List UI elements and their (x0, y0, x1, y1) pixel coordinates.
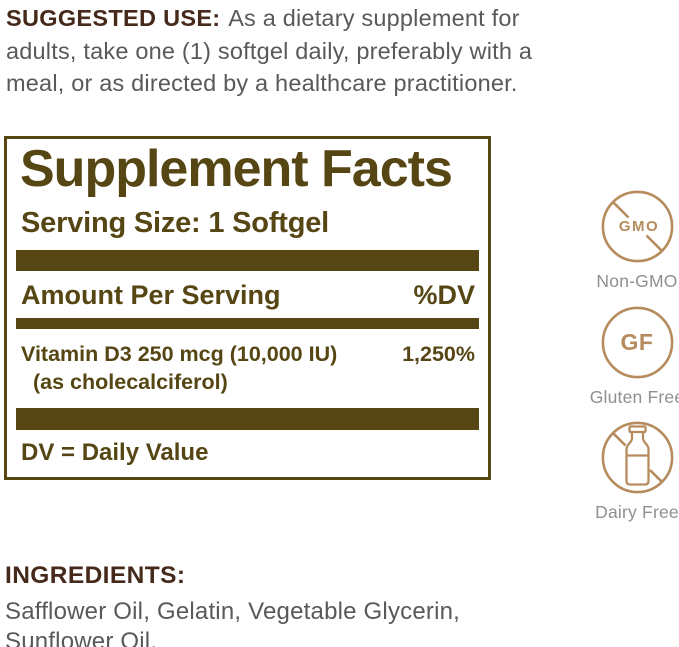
supplement-facts-panel: Supplement Facts Serving Size: 1 Softgel… (4, 136, 491, 480)
gluten-free-icon: GF (600, 305, 675, 380)
milk-bottle-crossed-icon (600, 420, 675, 495)
suggested-use-line2: adults, take one (1) softgel daily, pref… (6, 37, 533, 64)
suggested-use-text1: As a dietary supplement for (228, 5, 520, 31)
nutrient-name: Vitamin D3 250 mcg (10,000 IU) (21, 342, 338, 366)
divider-thin (16, 318, 479, 329)
amount-per-serving-header: Amount Per Serving (21, 280, 281, 310)
ingredients-section: INGREDIENTS: Safflower Oil, Gelatin, Veg… (5, 562, 460, 647)
gluten-free-badge: GF Gluten Free (562, 305, 679, 408)
serving-size: Serving Size: 1 Softgel (21, 207, 330, 239)
gmo-abbr: GMO (618, 218, 660, 235)
ingredients-line1: Safflower Oil, Gelatin, Vegetable Glycer… (5, 598, 461, 625)
ingredients-text: Safflower Oil, Gelatin, Vegetable Glycer… (5, 597, 460, 647)
non-gmo-badge: GMO Non-GMO (562, 189, 679, 292)
gluten-free-label: Gluten Free (589, 387, 679, 407)
dairy-free-badge: Dairy Free (562, 420, 679, 523)
gf-abbr: GF (620, 329, 654, 355)
divider-thick-top (16, 250, 479, 271)
ingredients-label: INGREDIENTS: (5, 562, 186, 589)
non-gmo-label: Non-GMO (596, 271, 678, 291)
dv-footnote: DV = Daily Value (21, 439, 209, 466)
divider-thick-bottom (16, 408, 479, 430)
nutrient-form: (as cholecalciferol) (33, 370, 228, 394)
suggested-use-line1: SUGGESTED USE: As a dietary supplement fo… (6, 2, 646, 35)
suggested-use-paragraph: SUGGESTED USE: As a dietary supplement fo… (6, 2, 646, 100)
nutrient-row: Vitamin D3 250 mcg (10,000 IU) 1,250% (21, 342, 475, 367)
facts-title: Supplement Facts (20, 140, 453, 198)
dv-header: %DV (413, 280, 475, 310)
suggested-use-line3: meal, or as directed by a healthcare pra… (6, 70, 518, 96)
ingredients-line2: Sunflower Oil. (5, 627, 158, 647)
suggested-use-label: SUGGESTED USE: (6, 5, 221, 31)
nutrient-dv-value: 1,250% (402, 342, 475, 366)
dairy-free-label: Dairy Free (595, 502, 679, 522)
gmo-crossed-icon: GMO (600, 189, 675, 264)
amount-header-row: Amount Per Serving %DV (21, 280, 475, 311)
